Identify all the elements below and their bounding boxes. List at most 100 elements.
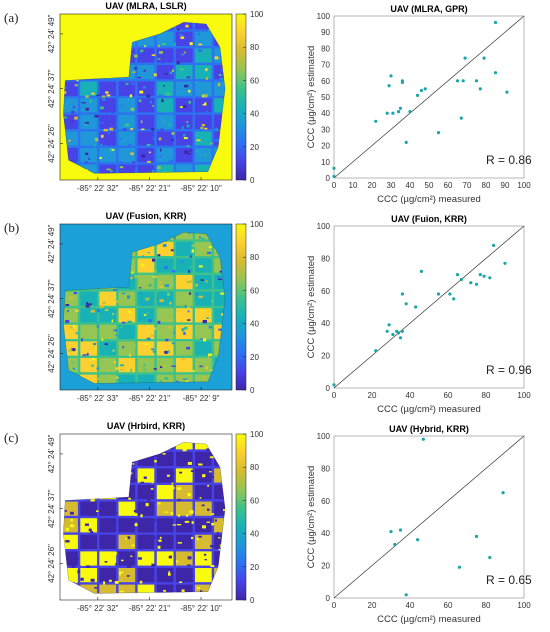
field-speckle bbox=[129, 368, 133, 372]
field-speckle bbox=[206, 317, 209, 319]
field-speckle bbox=[148, 144, 153, 148]
field-speckle bbox=[96, 367, 100, 370]
field-speckle bbox=[111, 543, 114, 546]
colorbar-tick-label: 80 bbox=[250, 463, 259, 472]
colorbar bbox=[235, 433, 247, 601]
field-speckle bbox=[204, 553, 207, 556]
field-speckle bbox=[188, 292, 192, 295]
field-speckle bbox=[91, 358, 96, 361]
field-speckle bbox=[80, 577, 84, 581]
field-plot bbox=[195, 442, 212, 450]
field-speckle bbox=[199, 145, 202, 148]
field-speckle bbox=[207, 251, 212, 255]
field-speckle bbox=[122, 321, 126, 324]
field-speckle bbox=[158, 94, 163, 98]
field-speckle bbox=[186, 305, 191, 309]
field-plot bbox=[214, 65, 226, 80]
field-speckle bbox=[154, 454, 159, 458]
field-plot bbox=[118, 81, 136, 96]
scatter-xtick-label: 40 bbox=[406, 181, 415, 190]
field-speckle bbox=[158, 522, 160, 526]
field-speckle bbox=[200, 590, 203, 593]
field-speckle bbox=[113, 520, 117, 523]
field-speckle bbox=[181, 328, 185, 332]
field-speckle bbox=[161, 42, 166, 46]
field-plot bbox=[195, 22, 212, 30]
field-speckle bbox=[140, 481, 145, 484]
field-speckle bbox=[65, 540, 70, 543]
field-plot bbox=[156, 148, 174, 163]
field-plot bbox=[99, 374, 117, 384]
field-speckle bbox=[189, 510, 194, 514]
field-speckle bbox=[94, 587, 98, 589]
scatter-group: UAV (MLRA, GPR)0 10 20 30 40 50 60 70 80 90 100100… bbox=[306, 4, 532, 205]
field-speckle bbox=[86, 352, 89, 356]
field-plot bbox=[63, 324, 78, 339]
field-speckle bbox=[145, 297, 150, 301]
field-speckle bbox=[169, 319, 174, 321]
field-speckle bbox=[180, 465, 183, 467]
field-plot bbox=[80, 534, 97, 549]
field-speckle bbox=[211, 75, 214, 78]
field-speckle bbox=[202, 525, 206, 529]
panel-a: (a) UAV (MLRA, LSLR) 42° 24' 49" 42° 24' 3… bbox=[0, 0, 550, 210]
field-speckle bbox=[219, 77, 224, 80]
field-speckle bbox=[75, 332, 78, 335]
data-point bbox=[503, 261, 507, 265]
field-plot bbox=[175, 568, 193, 583]
field-speckle bbox=[177, 310, 180, 312]
field-speckle bbox=[218, 491, 221, 495]
field-plot bbox=[214, 258, 226, 273]
field-plot bbox=[118, 374, 136, 384]
field-speckle bbox=[183, 137, 188, 140]
field-speckle bbox=[146, 160, 151, 163]
map-group: UAV (Fusion, KRR) 42° 24' 49" 42° 24' 37" 4… bbox=[47, 211, 264, 403]
field-speckle bbox=[167, 292, 170, 296]
field-plot bbox=[118, 501, 136, 516]
field-speckle bbox=[71, 110, 75, 114]
field-speckle bbox=[206, 448, 210, 451]
field-speckle bbox=[157, 254, 161, 257]
field-speckle bbox=[178, 371, 181, 373]
field-speckle bbox=[165, 72, 168, 75]
field-speckle bbox=[183, 331, 186, 335]
field-speckle bbox=[70, 511, 74, 515]
field-plot bbox=[99, 131, 117, 146]
field-speckle bbox=[172, 69, 175, 72]
field-speckle bbox=[171, 342, 175, 345]
field-speckle bbox=[201, 504, 205, 507]
scatter-xtick-label: 80 bbox=[482, 391, 491, 400]
field-speckle bbox=[195, 292, 198, 296]
field-speckle bbox=[108, 579, 112, 582]
field-speckle bbox=[198, 535, 202, 538]
field-speckle bbox=[67, 309, 69, 313]
field-speckle bbox=[99, 305, 104, 309]
field-speckle bbox=[82, 338, 85, 342]
field-speckle bbox=[189, 150, 193, 152]
field-plot bbox=[80, 501, 97, 516]
field-speckle bbox=[186, 145, 190, 147]
field-speckle bbox=[179, 581, 183, 583]
field-speckle bbox=[187, 76, 191, 79]
scatter-xlabel: CCC (µg/cm²) measured bbox=[377, 404, 481, 415]
scatter-ylabel: CCC (µg/cm²) estimated bbox=[306, 256, 317, 359]
map-ytick-label: 42° 24' 37" bbox=[47, 69, 56, 108]
colorbar-tick-label: 40 bbox=[250, 110, 259, 119]
field-speckle bbox=[189, 42, 193, 46]
field-speckle bbox=[189, 255, 192, 258]
field-plot bbox=[99, 308, 117, 323]
panel-letter: (c) bbox=[4, 430, 19, 445]
field-speckle bbox=[148, 319, 152, 323]
field-speckle bbox=[96, 377, 100, 381]
map-group: UAV (Hrbird, KRR) 42° 24' 49" 42° 24' 37" 4… bbox=[47, 421, 264, 613]
field-speckle bbox=[127, 295, 130, 299]
map-ytick-label: 42° 24' 49" bbox=[47, 14, 56, 53]
field-speckle bbox=[140, 49, 144, 53]
field-speckle bbox=[119, 138, 122, 140]
field-speckle bbox=[85, 124, 88, 126]
field-speckle bbox=[132, 165, 137, 168]
scatter-xtick-label: 20 bbox=[368, 181, 377, 190]
field-speckle bbox=[143, 476, 147, 479]
field-speckle bbox=[197, 587, 201, 589]
field-plot bbox=[137, 131, 155, 146]
